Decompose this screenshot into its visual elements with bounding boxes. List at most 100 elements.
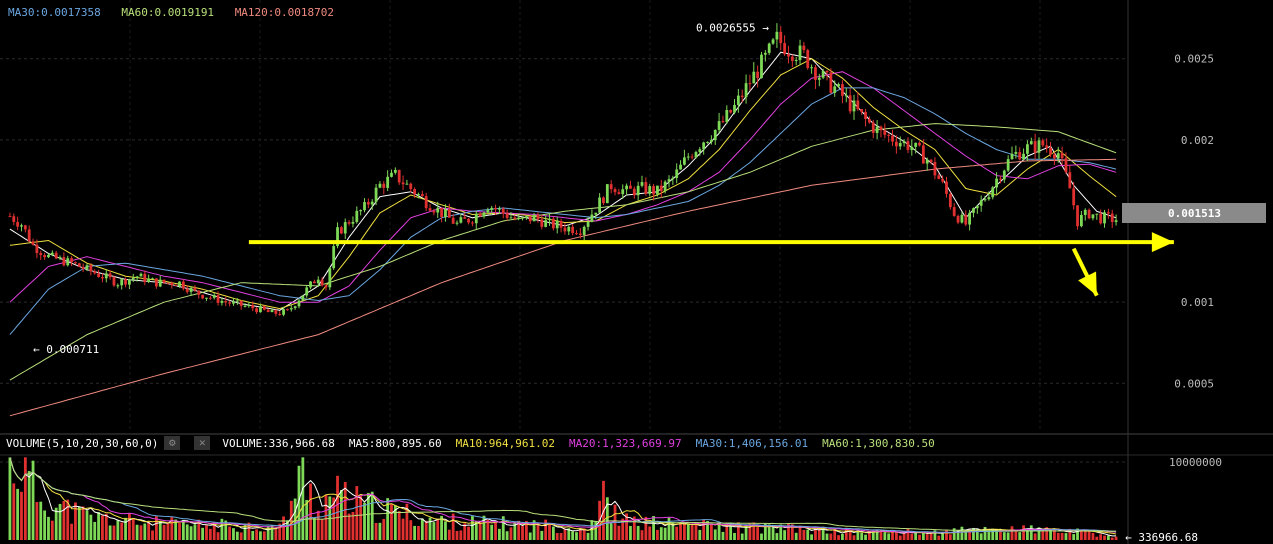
volume-bar <box>77 506 81 540</box>
candle-up <box>698 149 702 153</box>
candle-up <box>979 200 983 206</box>
candle-down <box>112 277 116 286</box>
candle-up <box>444 209 447 218</box>
candle-up <box>555 221 559 229</box>
volume-bar <box>521 526 524 540</box>
candle-up <box>733 104 736 113</box>
candle-up <box>767 43 771 53</box>
volume-bar <box>763 523 767 540</box>
candle-up <box>987 197 991 200</box>
candle-down <box>478 214 482 217</box>
volume-bar <box>81 506 85 540</box>
volume-bar <box>683 523 686 540</box>
close-icon[interactable]: ✕ <box>194 436 211 450</box>
candle-down <box>825 70 829 73</box>
volume-bar <box>197 519 201 540</box>
candle-up <box>548 218 551 221</box>
candle-down <box>255 308 258 313</box>
volume-bar <box>945 529 948 540</box>
candle-down <box>397 169 401 183</box>
volume-bar <box>698 529 702 540</box>
candle-down <box>1087 209 1091 219</box>
candle-up <box>760 54 763 79</box>
volume-bar <box>694 524 698 540</box>
candle-down <box>864 111 867 119</box>
candle-up <box>582 226 586 235</box>
candle-down <box>856 100 860 110</box>
volume-bar <box>374 522 378 540</box>
volume-bar <box>444 521 447 540</box>
volume-bar <box>432 522 436 540</box>
candle-down <box>347 222 351 224</box>
candle-up <box>1010 153 1014 160</box>
volume-bar <box>871 531 875 540</box>
volume-bar <box>124 517 127 540</box>
volume-bar <box>316 510 320 540</box>
price-tick-label: 0.002 <box>1181 134 1214 147</box>
volume-bar <box>548 524 551 540</box>
volume-bar <box>906 528 910 540</box>
candle-up <box>995 178 998 188</box>
candle-up <box>232 301 235 304</box>
volume-bar <box>447 529 451 540</box>
volume-bar <box>305 499 309 540</box>
volume-tick-label: 10000000 <box>1169 456 1222 469</box>
volume-ma30-line <box>9 457 1117 533</box>
volume-bar <box>725 522 729 540</box>
candle-up <box>821 70 825 78</box>
candle-up <box>1006 159 1010 171</box>
volume-bar <box>228 526 232 540</box>
volume-legend: VOLUME(5,10,20,30,60,0) ⚙ ✕ VOLUME:336,9… <box>6 436 949 450</box>
volume-bar <box>968 529 972 540</box>
candle-up <box>482 212 486 217</box>
candle-down <box>286 309 289 311</box>
volume-bar <box>147 521 151 540</box>
candle-down <box>324 285 328 288</box>
candle-up <box>178 281 181 286</box>
candle-up <box>775 31 779 40</box>
candle-down <box>756 71 760 79</box>
candle-down <box>432 210 436 213</box>
candle-up <box>1037 140 1041 153</box>
candle-down <box>563 227 567 232</box>
volume-bar <box>524 521 528 540</box>
ma60-line <box>9 123 1117 381</box>
volume-bar <box>659 527 663 540</box>
volume-bar <box>8 457 12 540</box>
candle-down <box>929 159 933 162</box>
volume-bar <box>336 475 339 540</box>
volume-bar <box>559 533 563 540</box>
candle-up <box>293 306 297 309</box>
volume-bar <box>952 528 956 540</box>
candle-up <box>455 222 459 224</box>
candle-up <box>983 199 987 201</box>
candle-down <box>941 178 945 182</box>
candle-down <box>1049 147 1052 155</box>
volume-bar <box>617 525 621 540</box>
candle-down <box>451 217 455 224</box>
candle-up <box>663 181 667 192</box>
volume-bar <box>771 525 775 540</box>
volume-bar <box>440 515 443 540</box>
candle-up <box>1079 214 1083 227</box>
volume-bar <box>208 528 212 540</box>
candle-up <box>844 95 848 97</box>
gear-icon[interactable]: ⚙ <box>164 436 181 450</box>
candle-down <box>467 218 470 223</box>
candle-down <box>185 288 189 292</box>
candle-down <box>1106 212 1110 214</box>
candle-down <box>27 229 31 242</box>
volume-bar <box>189 526 193 540</box>
volume-ma10: MA10:964,961.02 <box>455 436 555 450</box>
candle-up <box>524 216 528 218</box>
candle-down <box>224 300 228 303</box>
volume-bar <box>1060 532 1064 540</box>
last-price-tag <box>1122 203 1266 223</box>
volume-bar <box>532 520 536 540</box>
candle-up <box>960 214 964 223</box>
volume-bar <box>864 534 867 540</box>
volume-bar <box>964 530 968 540</box>
volume-bar <box>640 530 644 540</box>
